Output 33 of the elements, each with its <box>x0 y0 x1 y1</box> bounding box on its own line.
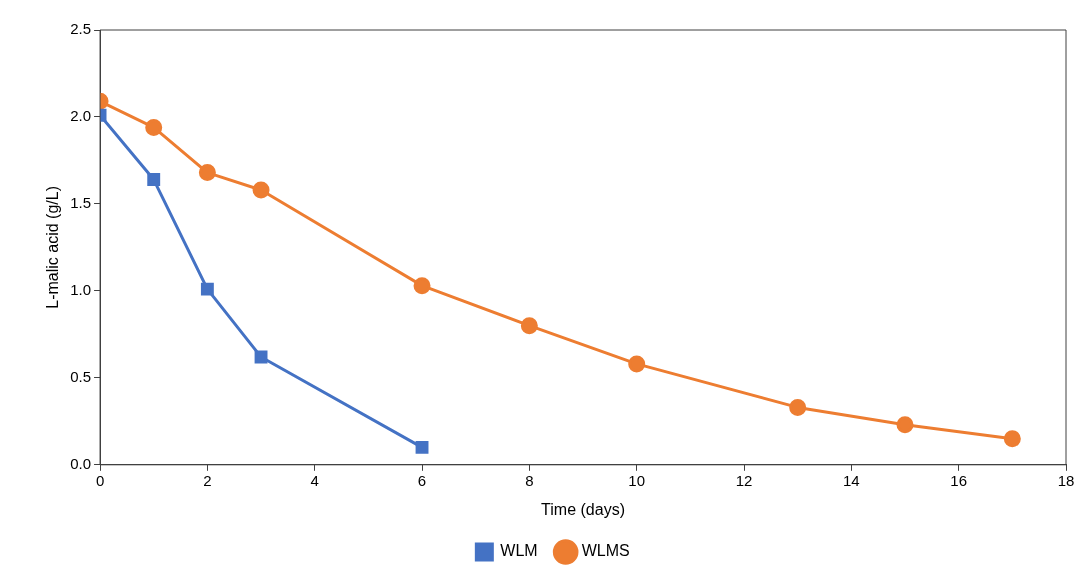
y-tick-label: 1.5 <box>70 194 92 212</box>
point <box>198 164 216 182</box>
x-tick-label: 16 <box>950 472 968 490</box>
y-axis-title: L-malic acid (g/L) <box>44 186 62 309</box>
point <box>413 277 431 295</box>
x-tick-label: 6 <box>417 472 427 490</box>
point <box>520 317 538 335</box>
point <box>415 440 429 454</box>
legend-label: WLM <box>500 542 538 560</box>
point <box>147 173 161 187</box>
point <box>200 282 214 296</box>
x-tick-label: 18 <box>1057 472 1075 490</box>
x-tick-label: 12 <box>735 472 753 490</box>
x-tick-label: 4 <box>310 472 319 490</box>
x-tick-label: 0 <box>95 472 105 490</box>
y-tick-label: 0.5 <box>70 367 92 385</box>
x-axis-title: Time (days) <box>541 500 625 518</box>
point <box>896 416 914 434</box>
y-tick-label: 0.0 <box>70 454 92 472</box>
x-tick-label: 8 <box>525 472 534 490</box>
point <box>145 118 163 136</box>
x-tick-label: 14 <box>843 472 860 490</box>
point <box>1003 430 1021 448</box>
y-tick-label: 2.0 <box>70 107 92 125</box>
y-tick-label: 1.0 <box>70 281 92 299</box>
x-tick-label: 2 <box>203 472 212 490</box>
x-tick-label: 10 <box>628 472 646 490</box>
point <box>254 350 268 364</box>
y-tick-label: 2.5 <box>70 20 92 38</box>
point <box>628 355 646 373</box>
point <box>252 181 270 199</box>
point <box>789 398 807 416</box>
legend-label: WLMS <box>581 542 630 560</box>
